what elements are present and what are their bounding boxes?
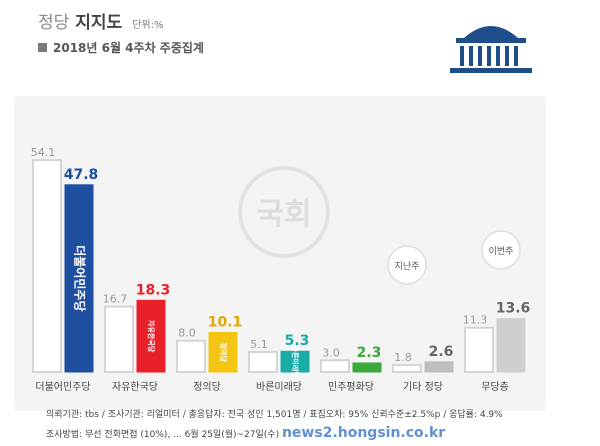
bar-prev — [248, 351, 278, 373]
value-label-current: 47.8 — [64, 167, 99, 183]
speech-bubble — [387, 245, 427, 285]
value-label-prev: 3.0 — [322, 346, 340, 359]
value-label-prev: 54.1 — [31, 146, 56, 159]
bar-current — [208, 331, 238, 373]
party-logo: 정의당 — [219, 343, 228, 363]
bar-current — [64, 184, 94, 373]
party-logo: 자유한국당 — [147, 320, 156, 353]
value-label-prev: 5.1 — [250, 338, 268, 351]
subtitle-row: 2018년 6월 4주차 주중집계 — [38, 39, 204, 56]
category-label: 바른미래당 — [256, 381, 302, 393]
speech-bubble — [481, 230, 521, 270]
value-label-current: 2.6 — [429, 344, 454, 360]
bar-current — [424, 361, 454, 373]
national-assembly-icon — [450, 26, 532, 73]
value-label-current: 2.3 — [357, 345, 382, 361]
bar-current — [280, 350, 310, 373]
value-label-current: 13.6 — [496, 301, 531, 317]
speech-bubble-label: 지난주 — [395, 261, 420, 272]
bar-current — [136, 299, 166, 373]
bar-prev — [32, 159, 62, 373]
chart-panel — [14, 96, 546, 411]
watermark: 국회 — [238, 166, 330, 258]
footer-line-1: 의뢰기관: tbs / 조사기관: 리얼미터 / 총응답자: 전국 성인 1,5… — [46, 410, 503, 420]
category-label: 기타 정당 — [403, 381, 443, 393]
unit-label: 단위:% — [132, 20, 164, 31]
party-logo: 바른미래당 — [291, 346, 300, 379]
bar-prev — [464, 326, 494, 374]
title-light: 정당 — [38, 13, 70, 33]
value-label-prev: 1.8 — [394, 351, 412, 364]
value-label-current: 10.1 — [208, 314, 243, 330]
value-label-current: 18.3 — [136, 282, 171, 298]
square-bullet-icon — [38, 43, 47, 52]
subtitle: 2018년 6월 4주차 주중집계 — [53, 41, 204, 55]
footer: 의뢰기관: tbs / 조사기관: 리얼미터 / 총응답자: 전국 성인 1,5… — [46, 406, 503, 444]
footer-line-2: 조사방법: 무선 전화면접 (10%), ... 6월 25일(월)~27일(수… — [46, 424, 503, 444]
watermark-text: 국회 — [256, 197, 311, 232]
footer-line-2-text: 조사방법: 무선 전화면접 (10%), ... 6월 25일(월)~27일(수… — [46, 430, 280, 440]
bar-prev — [104, 305, 134, 374]
value-label-prev: 16.7 — [103, 293, 128, 306]
value-label-current: 5.3 — [285, 333, 310, 349]
bar-prev — [176, 339, 206, 373]
bar-current — [496, 318, 526, 373]
speech-bubble-label: 이번주 — [489, 246, 514, 257]
category-label: 자유한국당 — [112, 381, 158, 393]
title-bold: 지지도 — [75, 13, 123, 33]
header: 정당 지지도 단위:% 2018년 6월 4주차 주중집계 — [38, 8, 204, 56]
category-label: 민주평화당 — [328, 381, 374, 393]
value-label-prev: 11.3 — [463, 314, 488, 327]
bar-prev — [392, 363, 422, 374]
watermark-url: news2.hongsin.co.kr — [281, 425, 446, 441]
bar-prev — [320, 359, 350, 373]
bar-current — [352, 362, 382, 373]
category-label: 더불어민주당 — [35, 381, 90, 393]
category-label: 무당층 — [481, 381, 509, 393]
party-logo: 더불어민주당 — [73, 245, 88, 311]
category-label: 정의당 — [193, 381, 221, 393]
value-label-prev: 8.0 — [178, 327, 196, 340]
